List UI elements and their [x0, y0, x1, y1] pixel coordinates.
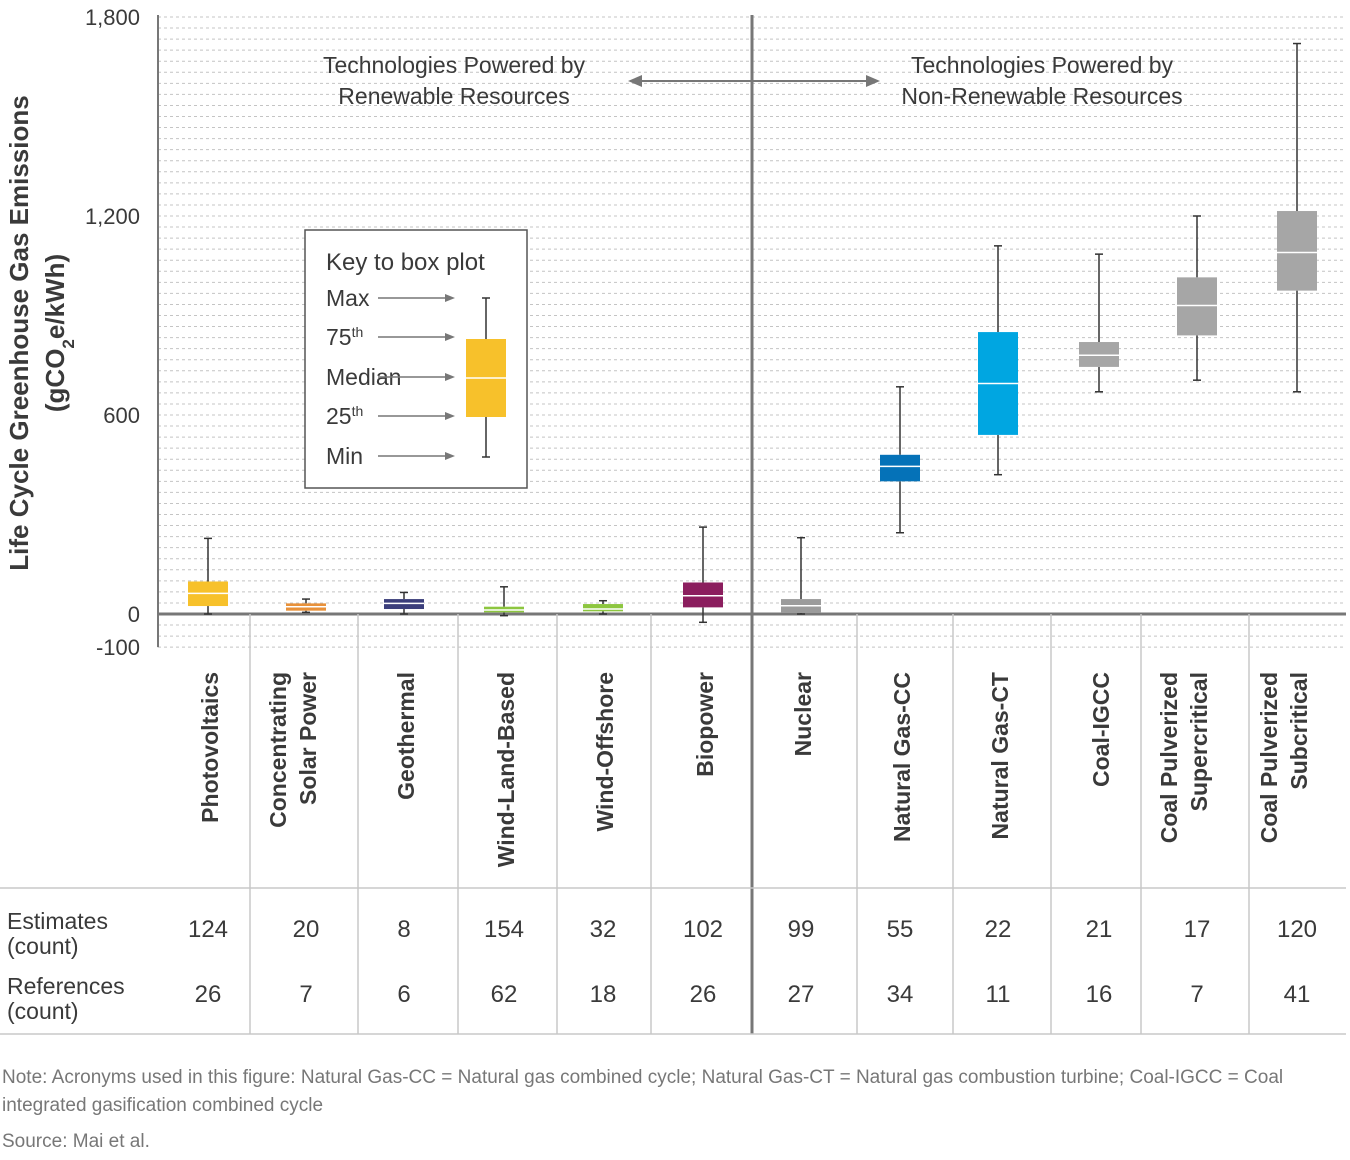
box-iqr: [583, 604, 623, 612]
references-count: 62: [491, 981, 518, 1008]
count-table: Estimates(count)References(count)1242620…: [7, 908, 1317, 1024]
references-count: 41: [1284, 981, 1311, 1008]
group-annotations: Technologies Powered by Renewable Resourc…: [323, 52, 1183, 109]
y-tick-label: 600: [103, 403, 140, 428]
group-label: Technologies Powered by: [911, 52, 1174, 78]
references-count: 26: [690, 981, 717, 1008]
estimates-count: 154: [484, 916, 524, 943]
estimates-count: 17: [1184, 916, 1211, 943]
estimates-count: 20: [293, 916, 320, 943]
key-label: 25th: [326, 403, 363, 429]
arrow-head-right: [866, 75, 880, 87]
y-tick-label: -100: [96, 635, 140, 660]
y-axis-title: Life Cycle Greenhouse Gas Emissions: [4, 95, 34, 570]
category-labels: Photovoltaics Concentrating Solar Power Geo…: [197, 672, 1312, 867]
key-arrow-head: [445, 452, 455, 460]
key-label: Max: [326, 285, 370, 311]
references-count: 7: [1190, 981, 1203, 1008]
key-arrow-head: [445, 412, 455, 420]
box-iqr: [880, 454, 920, 482]
estimates-count: 99: [788, 916, 815, 943]
table-row-label: (count): [7, 933, 79, 959]
y-tick-label: 1,800: [85, 5, 140, 30]
category-label: Nuclear: [790, 672, 816, 756]
category-label: Photovoltaics: [197, 672, 223, 823]
category-label: Coal Pulverized: [1156, 672, 1182, 843]
references-count: 18: [590, 981, 617, 1008]
references-count: 7: [299, 981, 312, 1008]
group-label: Technologies Powered by: [323, 52, 586, 78]
references-count: 27: [788, 981, 815, 1008]
references-count: 11: [986, 981, 1011, 1008]
category-label: Solar Power: [295, 672, 321, 805]
category-label: Biopower: [692, 672, 718, 777]
box-iqr: [1277, 211, 1317, 291]
group-label: Renewable Resources: [338, 83, 569, 109]
figure-note: Note: Acronyms used in this figure: Natu…: [2, 1067, 1284, 1116]
box-plot: [188, 537, 228, 615]
estimates-count: 21: [1086, 916, 1113, 943]
key-arrow-head: [445, 333, 455, 341]
estimates-count: 124: [188, 916, 228, 943]
box-plot: [484, 586, 524, 617]
references-count: 26: [195, 981, 222, 1008]
y-tick-label: 1,200: [85, 204, 140, 229]
table-row-label: Estimates: [7, 908, 108, 934]
group-label: Non-Renewable Resources: [901, 83, 1182, 109]
arrow-head-left: [628, 75, 642, 87]
references-count: 16: [1086, 981, 1113, 1008]
box-plot: [880, 386, 920, 534]
box-plot: [1277, 42, 1317, 393]
box-plot: [384, 591, 424, 615]
key-arrow-head: [445, 294, 455, 302]
table-row-label: References: [7, 973, 125, 999]
references-count: 34: [887, 981, 914, 1008]
box-plot: [583, 599, 623, 615]
box-plot-chart: 1,800 1,200 600 0 -100 Life Cycle Greenhouse…: [0, 5, 1346, 1035]
estimates-count: 55: [887, 916, 914, 943]
boxes: [188, 42, 1317, 624]
category-label: Geothermal: [393, 672, 419, 800]
estimates-count: 120: [1277, 916, 1317, 943]
category-label: Wind-Land-Based: [493, 672, 519, 867]
axes: [0, 15, 1346, 1035]
box-iqr: [683, 582, 723, 608]
category-label: Natural Gas-CT: [987, 672, 1013, 839]
box-plot: [978, 245, 1018, 476]
box-iqr: [1079, 342, 1119, 367]
box-plot: [683, 526, 723, 624]
y-tick-label: 0: [128, 602, 140, 627]
y-axis-units: (gCO2e/kWh): [40, 254, 78, 412]
key-arrow-head: [445, 373, 455, 381]
y-axis-ticks: 1,800 1,200 600 0 -100: [85, 5, 140, 660]
key-title: Key to box plot: [326, 249, 485, 276]
estimates-count: 102: [683, 916, 723, 943]
box-plot: [1177, 215, 1217, 381]
category-label: Supercritical: [1186, 672, 1212, 811]
y-axis-label: Life Cycle Greenhouse Gas Emissions (gCO2…: [4, 95, 78, 570]
box-plot: [286, 598, 326, 614]
estimates-count: 8: [397, 916, 410, 943]
references-count: 6: [397, 981, 410, 1008]
table-row-label: (count): [7, 998, 79, 1024]
figure-source: Source: Mai et al.: [2, 1131, 150, 1152]
estimates-count: 22: [985, 916, 1012, 943]
estimates-count: 32: [590, 916, 617, 943]
box-plot: [781, 536, 821, 615]
box-plot: [1079, 253, 1119, 393]
key-label: 75th: [326, 324, 363, 350]
category-label: Concentrating: [265, 672, 291, 828]
key-label: Min: [326, 443, 363, 469]
category-label: Coal Pulverized: [1256, 672, 1282, 843]
box-iqr: [1177, 277, 1217, 336]
category-label: Coal-IGCC: [1088, 672, 1114, 787]
category-label: Subcritical: [1286, 672, 1312, 790]
category-label: Wind-Offshore: [592, 672, 618, 832]
category-label: Natural Gas-CC: [889, 672, 915, 842]
